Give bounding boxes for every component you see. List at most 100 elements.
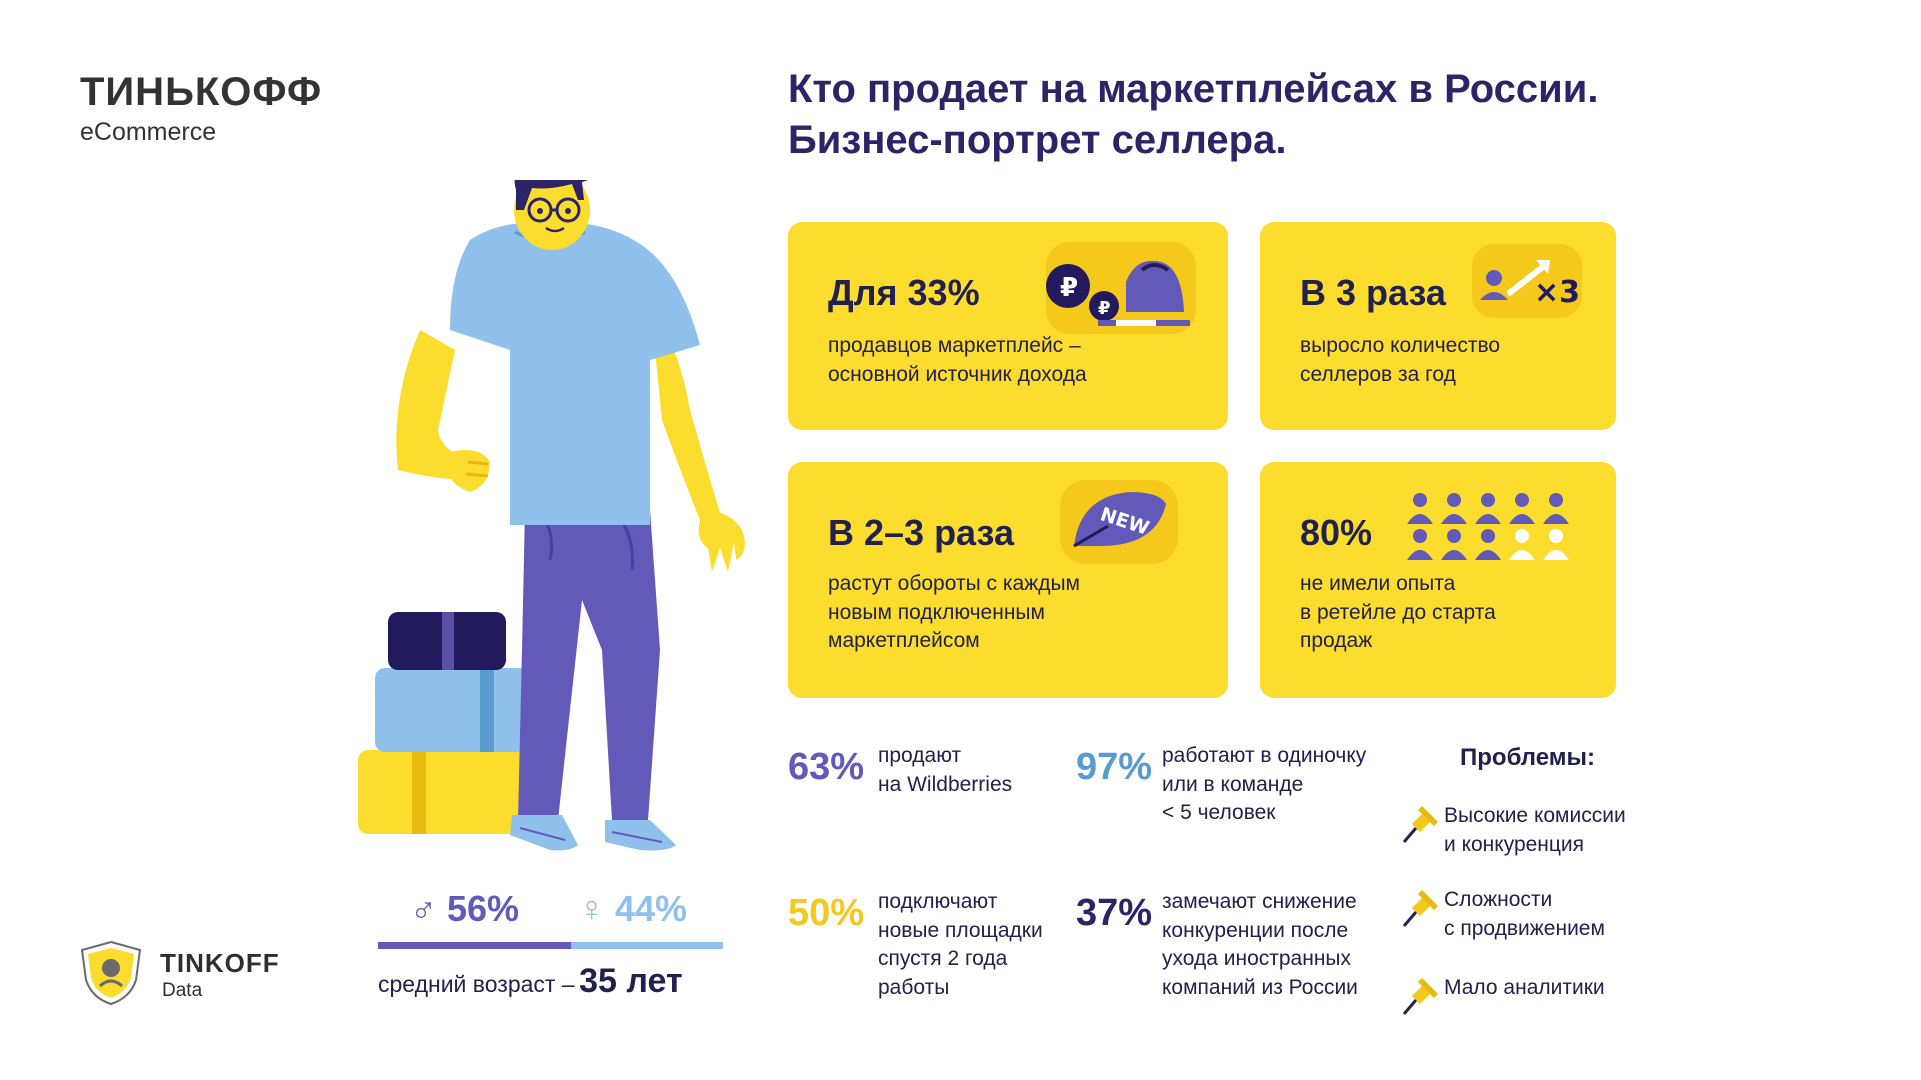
card-body-line: продаж: [1300, 629, 1373, 653]
problem-text-line: Сложности: [1444, 888, 1553, 911]
stat-text-line: конкуренции после: [1162, 918, 1349, 942]
person-icon-empty: [1543, 529, 1569, 560]
boxes-icon: [358, 612, 540, 834]
card-body-line: не имели опыта: [1300, 572, 1456, 595]
stat-new-platforms: 50% подключают новые площадки спустя 2 г…: [788, 888, 1088, 1018]
brand-sub: eCommerce: [80, 118, 217, 146]
pin-icon: [1402, 806, 1438, 843]
stat-text-line: работы: [878, 975, 950, 999]
stat-text-line: продают: [878, 744, 962, 767]
footer-name: TINKOFF: [160, 948, 280, 978]
female-icon: ♀: [578, 888, 605, 929]
card-body: выросло количество селлеров за год: [1300, 332, 1500, 389]
card-body: не имели опыта в ретейле до старта прода…: [1300, 570, 1496, 656]
problem-text-line: Мало аналитики: [1444, 976, 1605, 999]
card-title: Для 33%: [828, 272, 980, 313]
pin-icon: [1402, 890, 1438, 927]
page-title: Кто продает на маркетплейсах в России. Б…: [788, 64, 1788, 166]
page-title-line-2: Бизнес-портрет селлера.: [788, 118, 1287, 163]
stat-text-line: < 5 человек: [1162, 801, 1276, 825]
problem-text-line: Высокие комиссии: [1444, 804, 1626, 827]
problems-title: Проблемы:: [1460, 744, 1595, 771]
average-age-value: 35 лет: [579, 962, 683, 1000]
stat-wildberries: 63% продают на Wildberries: [788, 742, 1088, 842]
stat-text-line: ухода иностранных: [1162, 947, 1352, 971]
growth-badge: ×3: [1472, 244, 1582, 318]
male-share: ♂ 56%: [410, 888, 519, 930]
new-badge: NEW: [1060, 480, 1178, 564]
new-leaf-icon: NEW: [1073, 492, 1166, 548]
card-main-income: Для 33% продавцов маркетплейс – основной…: [788, 222, 1228, 430]
problem-text: Высокие комиссии и конкуренция: [1444, 802, 1626, 859]
stat-text-line: замечают снижение: [1162, 890, 1357, 913]
card-body-line: в ретейле до старта: [1300, 600, 1496, 624]
person-icon-filled: [1475, 493, 1501, 524]
card-growth: В 3 раза выросло количество селлеров за …: [1260, 222, 1616, 430]
male-icon: ♂: [410, 888, 437, 929]
stat-value: 50%: [788, 892, 865, 934]
card-body-line: маркетплейсом: [828, 629, 980, 653]
gender-bar: [378, 942, 723, 949]
card-body-line: выросло количество: [1300, 334, 1501, 357]
footer-logo: TINKOFF Data: [76, 940, 326, 1006]
card-body-line: продавцов маркетплейс –: [828, 334, 1081, 357]
stat-text: подключают новые площадки спустя 2 года …: [878, 888, 1043, 1002]
card-body-line: селлеров за год: [1300, 362, 1456, 386]
card-turnover: В 2–3 раза растут обороты с каждым новым…: [788, 462, 1228, 698]
gender-split: ♂ 56% ♀ 44%: [378, 882, 723, 949]
card-body-line: растут обороты с каждым: [828, 572, 1080, 595]
problem-text-line: с продвижением: [1444, 916, 1605, 940]
stat-text-line: новые площадки: [878, 918, 1043, 942]
wallet-icon: ₽ ₽: [1046, 260, 1190, 326]
growth-arrow-icon: ×3: [1480, 260, 1580, 310]
average-age-label: средний возраст –: [378, 971, 575, 997]
person-icon-filled: [1407, 493, 1433, 524]
stat-value: 63%: [788, 746, 865, 788]
stat-text-line: или в команде: [1162, 772, 1304, 796]
stat-text-line: спустя 2 года: [878, 947, 1008, 971]
card-body: растут обороты с каждым новым подключенн…: [828, 570, 1080, 656]
stat-text: продают на Wildberries: [878, 742, 1012, 799]
female-share-value: 44%: [615, 888, 688, 929]
person-icon-filled: [1475, 529, 1501, 560]
average-age: средний возраст – 35 лет: [378, 962, 683, 1001]
person-icon-filled: [1543, 493, 1569, 524]
person-icon-filled: [1509, 493, 1535, 524]
pin-icon: [1402, 978, 1438, 1015]
card-title: 80%: [1300, 512, 1373, 553]
tinkoff-shield-icon: [80, 940, 142, 1006]
stat-text-line: компаний из России: [1162, 975, 1358, 999]
card-body-line: основной источник дохода: [828, 362, 1087, 386]
page-title-line-1: Кто продает на маркетплейсах в России.: [788, 67, 1599, 111]
person-icon-filled: [1441, 493, 1467, 524]
stat-competition: 37% замечают снижение конкуренции после …: [1076, 888, 1406, 1018]
person-icon-empty: [1509, 529, 1535, 560]
problem-text-line: и конкуренция: [1444, 832, 1585, 856]
wallet-badge: ₽ ₽: [1046, 242, 1196, 334]
card-body-line: новым подключенным: [828, 600, 1045, 624]
person-icon-filled: [1441, 529, 1467, 560]
seller-illustration: [358, 180, 745, 851]
brand-block: ТИНЬКОФФ eCommerce: [80, 72, 322, 147]
person-icon-filled: [1407, 529, 1433, 560]
card-title: В 2–3 раза: [828, 512, 1014, 553]
svg-text:₽: ₽: [1060, 273, 1078, 303]
stat-solo: 97% работают в одиночку или в команде < …: [1076, 742, 1406, 852]
stat-text-line: на Wildberries: [878, 772, 1013, 796]
gender-bar-female: [571, 942, 723, 949]
stat-text: замечают снижение конкуренции после уход…: [1162, 888, 1358, 1002]
stat-text-line: подключают: [878, 890, 998, 913]
female-share: ♀ 44%: [578, 888, 687, 930]
stat-value: 97%: [1076, 746, 1153, 788]
svg-text:₽: ₽: [1098, 298, 1111, 319]
svg-text:×3: ×3: [1534, 275, 1580, 310]
stat-value: 37%: [1076, 892, 1153, 934]
stat-text: работают в одиночку или в команде < 5 че…: [1162, 742, 1366, 828]
male-share-value: 56%: [447, 888, 520, 929]
card-title: В 3 раза: [1300, 272, 1446, 313]
stat-text-line: работают в одиночку: [1162, 744, 1367, 767]
problem-text: Мало аналитики: [1444, 974, 1605, 1003]
people-icon: [1407, 493, 1569, 560]
card-body: продавцов маркетплейс – основной источни…: [828, 332, 1087, 389]
card-experience: 80% не имели опыта в ретейле до старта п…: [1260, 462, 1616, 698]
